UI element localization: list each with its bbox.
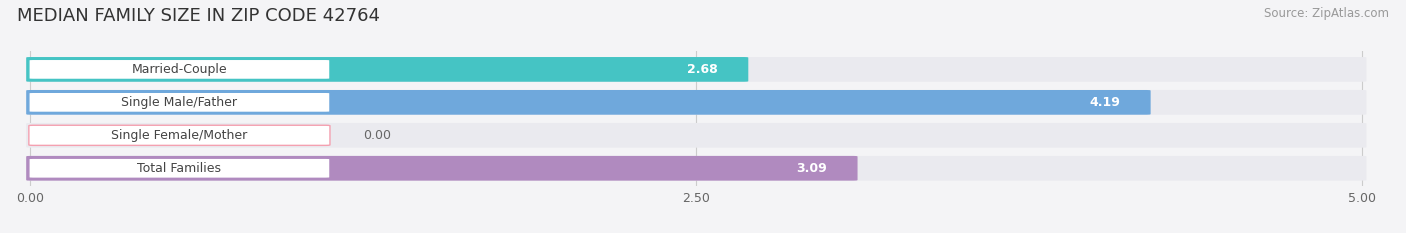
FancyBboxPatch shape [27, 57, 748, 82]
Text: 3.09: 3.09 [796, 162, 827, 175]
FancyBboxPatch shape [27, 90, 1367, 115]
FancyBboxPatch shape [30, 92, 330, 112]
Text: Married-Couple: Married-Couple [132, 63, 228, 76]
Text: 4.19: 4.19 [1090, 96, 1121, 109]
FancyBboxPatch shape [30, 125, 330, 145]
Text: 2.68: 2.68 [688, 63, 717, 76]
Text: Source: ZipAtlas.com: Source: ZipAtlas.com [1264, 7, 1389, 20]
FancyBboxPatch shape [27, 90, 1150, 115]
Text: Single Male/Father: Single Male/Father [121, 96, 238, 109]
FancyBboxPatch shape [27, 123, 1367, 148]
Text: Total Families: Total Families [138, 162, 221, 175]
FancyBboxPatch shape [30, 59, 330, 79]
FancyBboxPatch shape [27, 156, 858, 181]
FancyBboxPatch shape [27, 57, 1367, 82]
Text: MEDIAN FAMILY SIZE IN ZIP CODE 42764: MEDIAN FAMILY SIZE IN ZIP CODE 42764 [17, 7, 380, 25]
FancyBboxPatch shape [30, 158, 330, 178]
Text: 0.00: 0.00 [363, 129, 391, 142]
Text: Single Female/Mother: Single Female/Mother [111, 129, 247, 142]
FancyBboxPatch shape [27, 156, 1367, 181]
